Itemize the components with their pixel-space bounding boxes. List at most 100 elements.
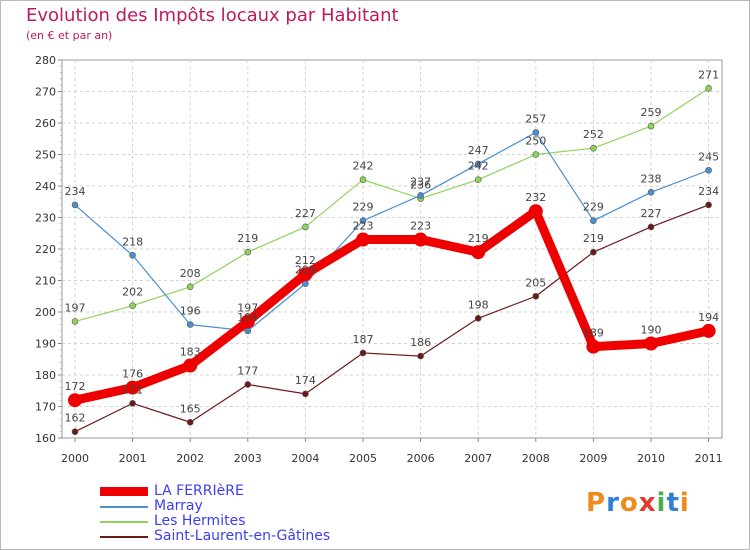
proxiti-logo: Proxiti	[586, 488, 690, 518]
y-tick-label: 200	[35, 306, 56, 319]
data-point	[71, 318, 79, 325]
data-point	[417, 352, 424, 360]
data-point	[474, 176, 482, 183]
data-label: 202	[122, 286, 143, 299]
data-label: 208	[180, 267, 201, 280]
data-point	[359, 349, 367, 357]
data-label: 242	[353, 160, 374, 173]
data-label: 190	[641, 324, 662, 337]
data-label: 227	[295, 207, 316, 220]
x-tick-label: 2003	[234, 452, 262, 465]
logo-letter: i	[679, 488, 690, 518]
y-tick-label: 180	[35, 369, 56, 382]
legend-label: Les Hermites	[154, 513, 246, 529]
data-label: 187	[353, 333, 374, 346]
data-label: 252	[583, 128, 604, 141]
data-point	[359, 217, 367, 224]
data-point	[129, 302, 136, 310]
data-label: 197	[65, 301, 86, 314]
data-point	[359, 176, 367, 183]
y-tick-label: 240	[35, 180, 56, 193]
x-tick-label: 2010	[637, 452, 665, 465]
chart-title: Evolution des Impôts locaux par Habitant	[26, 5, 399, 26]
y-tick-label: 220	[35, 243, 56, 256]
data-point	[474, 314, 482, 322]
x-tick-label: 2008	[522, 452, 550, 465]
data-point	[129, 252, 136, 259]
data-label: 165	[180, 402, 201, 415]
data-label: 189	[583, 327, 604, 340]
data-label: 196	[180, 305, 201, 318]
data-point	[417, 192, 424, 199]
data-point	[302, 223, 309, 231]
data-label: 238	[641, 172, 662, 185]
data-label: 194	[698, 311, 719, 324]
y-tick-label: 190	[35, 338, 56, 351]
data-point	[71, 201, 79, 209]
x-tick-label: 2009	[579, 452, 607, 465]
data-label: 219	[237, 232, 258, 245]
data-point	[647, 223, 655, 231]
data-label: 177	[237, 364, 258, 377]
data-point	[186, 418, 194, 426]
data-label: 198	[468, 298, 489, 311]
data-point	[586, 339, 601, 354]
data-label: 229	[353, 201, 374, 214]
data-point	[528, 204, 543, 219]
data-point	[244, 327, 252, 335]
legend-label: Marray	[154, 498, 203, 514]
x-tick-label: 2000	[61, 452, 89, 465]
data-point	[129, 400, 136, 407]
legend-label: LA FERRIèRE	[154, 483, 244, 499]
data-point	[705, 85, 712, 92]
x-tick-label: 2002	[176, 452, 204, 465]
data-label: 234	[65, 185, 86, 198]
data-label: 172	[65, 380, 86, 393]
series-line-0	[74, 204, 710, 433]
y-tick-label: 160	[35, 432, 56, 445]
data-label: 171	[122, 383, 143, 396]
x-tick-label: 2011	[695, 452, 723, 465]
data-point	[186, 283, 194, 291]
data-label: 237	[410, 175, 431, 188]
logo-letter: i	[656, 488, 667, 518]
data-label: 219	[583, 232, 604, 245]
data-point	[125, 380, 140, 395]
data-label: 234	[698, 185, 719, 198]
legend-swatch	[100, 536, 148, 538]
data-point	[647, 189, 655, 196]
data-label: 257	[525, 112, 546, 125]
y-tick-label: 210	[35, 275, 56, 288]
data-point	[244, 248, 252, 256]
data-label: 162	[65, 412, 86, 425]
data-point	[532, 129, 540, 136]
logo-letter: t	[666, 488, 680, 518]
logo-letter: r	[606, 488, 620, 518]
data-label: 242	[468, 160, 489, 173]
data-label: 186	[410, 336, 431, 349]
data-point	[474, 160, 482, 168]
logo-letter: x	[638, 488, 657, 518]
data-point	[647, 122, 655, 130]
data-label: 183	[180, 346, 201, 359]
data-point	[532, 151, 540, 158]
data-point	[244, 381, 252, 388]
data-label: 250	[525, 135, 546, 148]
data-point	[701, 323, 716, 338]
data-label: 212	[295, 254, 316, 267]
data-point	[532, 292, 540, 300]
x-tick-label: 2005	[349, 452, 377, 465]
data-point	[705, 166, 712, 174]
data-point	[590, 144, 597, 152]
x-tick-label: 2006	[407, 452, 435, 465]
data-label: 205	[525, 276, 546, 289]
data-label: 229	[583, 201, 604, 214]
x-tick-label: 2001	[119, 452, 147, 465]
data-point	[590, 248, 597, 256]
x-tick-label: 2007	[464, 452, 492, 465]
data-point	[183, 358, 198, 373]
series-line-3	[70, 206, 714, 405]
data-point	[590, 217, 597, 224]
data-point	[71, 428, 79, 436]
